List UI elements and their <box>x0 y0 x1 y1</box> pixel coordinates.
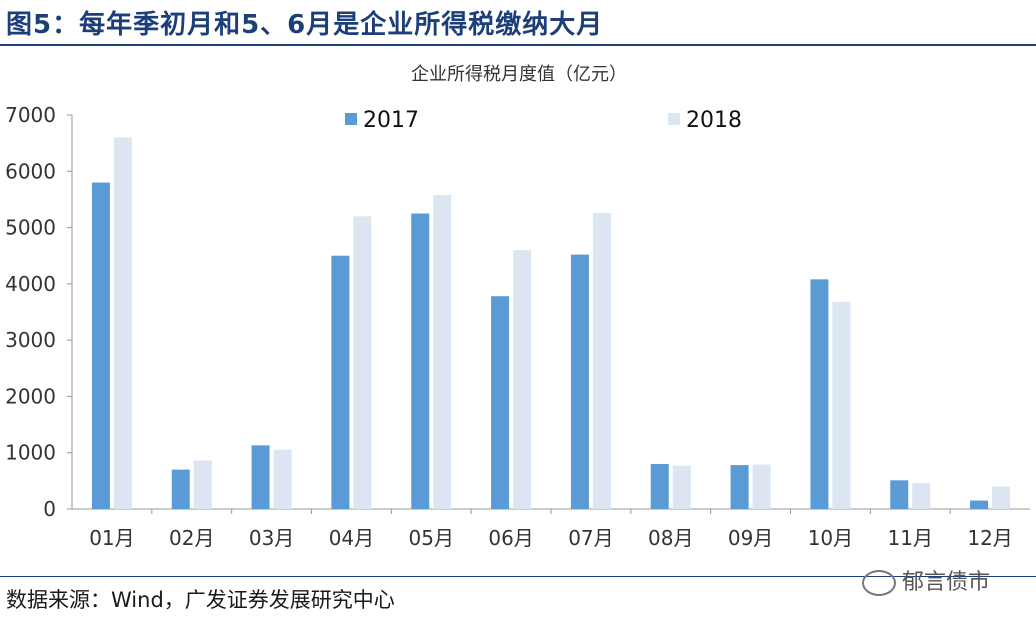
chart-title: 企业所得税月度值（亿元） <box>411 64 627 85</box>
bar-2018 <box>113 137 132 509</box>
bar-2017 <box>411 213 430 509</box>
bar-2018 <box>433 194 452 509</box>
bar-2017 <box>810 279 829 509</box>
bar-2018 <box>992 486 1011 509</box>
y-tick-label: 5000 <box>5 216 56 240</box>
legend: 2017 2018 <box>345 108 742 133</box>
bar-2017 <box>251 445 270 509</box>
bar-2018 <box>353 216 372 510</box>
watermark: 郁言债市 <box>862 564 990 596</box>
bar-2017 <box>491 296 510 509</box>
bar-2018 <box>832 301 851 509</box>
bar-2017 <box>570 254 589 509</box>
x-tick-label: 07月 <box>568 526 613 550</box>
x-tick-label: 05月 <box>409 526 454 550</box>
y-tick-label: 3000 <box>5 328 56 352</box>
x-tick-label: 11月 <box>888 526 933 550</box>
wechat-icon <box>862 570 896 596</box>
bar-2017 <box>890 480 909 509</box>
x-tick-label: 04月 <box>329 526 374 550</box>
bar-2018 <box>592 212 611 510</box>
title-divider <box>0 44 1036 46</box>
y-tick-group: 0 1000 2000 3000 4000 5000 6000 7000 <box>5 103 72 521</box>
bar-2018 <box>672 465 691 509</box>
y-tick-label: 1000 <box>5 441 56 465</box>
y-tick-label: 4000 <box>5 272 56 296</box>
x-tick-label: 06月 <box>488 526 533 550</box>
legend-label-2018: 2018 <box>686 108 742 133</box>
x-tick-label: 12月 <box>967 526 1012 550</box>
bar-2017 <box>171 469 190 509</box>
y-tick-label: 0 <box>43 497 56 521</box>
bar-2018 <box>193 460 212 509</box>
bar-2018 <box>752 464 771 509</box>
data-source: 数据来源：Wind，广发证券发展研究中心 <box>6 588 395 612</box>
x-tick-label: 02月 <box>169 526 214 550</box>
x-tick-group: 01月 02月 03月 04月 05月 06月 07月 08月 09月 10月 11月 12月 <box>89 509 1013 550</box>
legend-label-2017: 2017 <box>363 108 419 133</box>
y-tick-label: 6000 <box>5 159 56 183</box>
x-tick-label: 08月 <box>648 526 693 550</box>
x-tick-label: 01月 <box>89 526 134 550</box>
bar-2017 <box>91 182 110 510</box>
bar-2018 <box>273 449 292 509</box>
legend-swatch-2017 <box>345 113 357 125</box>
bar-2018 <box>912 483 931 509</box>
bar-2018 <box>513 250 532 510</box>
bars-group <box>91 137 1011 510</box>
bar-2017 <box>650 463 669 509</box>
watermark-label: 郁言债市 <box>902 570 991 595</box>
y-tick-label: 7000 <box>5 103 56 127</box>
y-tick-label: 2000 <box>5 384 56 408</box>
bar-2017 <box>970 500 989 509</box>
footer-divider <box>0 576 1036 577</box>
x-tick-label: 03月 <box>249 526 294 550</box>
legend-swatch-2018 <box>668 113 680 125</box>
bar-2017 <box>331 255 350 509</box>
figure-title: 图5：每年季初月和5、6月是企业所得税缴纳大月 <box>6 10 604 40</box>
bar-2017 <box>730 465 749 509</box>
x-tick-label: 09月 <box>728 526 773 550</box>
x-tick-label: 10月 <box>808 526 853 550</box>
